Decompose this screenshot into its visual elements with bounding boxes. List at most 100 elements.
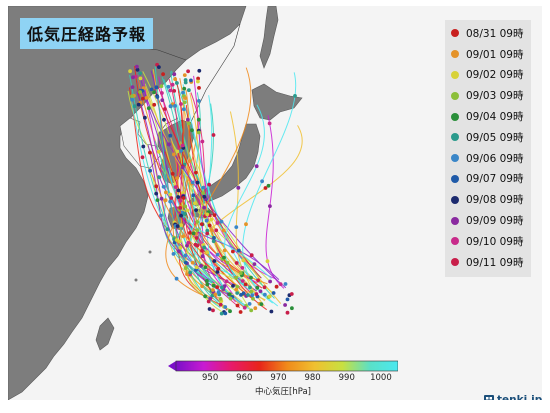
track-point (180, 143, 185, 148)
track-point (197, 99, 201, 103)
track-point (238, 310, 243, 314)
hokkaido (251, 83, 303, 121)
track-point (205, 279, 209, 283)
island (148, 250, 152, 254)
track-point (172, 152, 176, 157)
track-point (187, 121, 191, 126)
track-point (157, 175, 162, 180)
legend-label: 08/31 09時 (466, 27, 524, 40)
track-point (202, 245, 207, 250)
track-point (174, 238, 179, 242)
track-line (224, 104, 265, 298)
track-point (203, 294, 208, 299)
track-point (172, 72, 177, 77)
track-point (180, 165, 185, 170)
colorbar-tick-label: 990 (338, 373, 355, 383)
track-point (267, 121, 272, 126)
track-point (290, 306, 294, 311)
tenki-logo-icon (484, 395, 494, 400)
track-point (128, 69, 132, 74)
track-point (182, 100, 187, 105)
legend-item: 09/03 09時 (445, 85, 531, 106)
track-point (210, 228, 214, 233)
taiwan (95, 317, 115, 351)
track-point (165, 227, 170, 232)
track-point (211, 133, 216, 137)
track-point (204, 218, 209, 223)
track-point (195, 243, 200, 248)
track-point (186, 117, 190, 122)
track-point (149, 87, 154, 92)
track-point (234, 287, 239, 292)
legend-dot-icon (451, 50, 459, 59)
track-point (274, 284, 279, 289)
track-point (249, 253, 254, 258)
track-point (215, 221, 220, 225)
track-point (194, 170, 198, 175)
track-point (283, 282, 288, 286)
legend-dot-icon (451, 133, 459, 142)
track-point (163, 198, 168, 203)
track-point (211, 239, 216, 244)
track-point (138, 90, 143, 94)
track-point (212, 213, 217, 218)
track-point (181, 90, 185, 95)
track-point (200, 254, 205, 259)
track-point (235, 303, 240, 308)
track-point (225, 260, 230, 265)
track-point (202, 194, 207, 199)
track-point (183, 204, 188, 209)
track-point (221, 228, 226, 233)
track-point (131, 75, 135, 80)
colorbar-tick-label: 980 (304, 373, 321, 383)
pressure-colorbar: 950 960 970 980 990 1000 中心気圧[hPa] (168, 360, 398, 398)
track-point (249, 275, 253, 280)
track-point (144, 96, 149, 100)
track-point (163, 107, 167, 111)
track-point (173, 104, 177, 108)
track-point (179, 223, 184, 228)
track-point (265, 259, 270, 264)
track-point (278, 282, 283, 286)
track-point (160, 98, 165, 103)
track-line (184, 67, 252, 300)
track-line (185, 89, 247, 279)
track-point (171, 252, 176, 256)
track-point (161, 72, 166, 76)
track-point (263, 186, 268, 190)
track-point (140, 155, 145, 160)
legend-dot-icon (451, 154, 459, 163)
track-point (168, 88, 173, 93)
track-point (183, 78, 188, 82)
legend-label: 09/05 09時 (466, 131, 524, 144)
track-point (209, 217, 214, 222)
legend-label: 09/03 09時 (466, 90, 524, 103)
track-point (170, 171, 175, 176)
track-point (183, 96, 188, 100)
track-point (269, 309, 274, 314)
track-point (167, 142, 171, 147)
track-point (181, 196, 186, 200)
track-point (185, 208, 190, 213)
colorbar-title: 中心気圧[hPa] (255, 387, 311, 397)
track-point (173, 77, 178, 81)
track-point (178, 206, 183, 210)
track-point (173, 185, 178, 190)
track-point (183, 260, 188, 265)
track-point (218, 297, 223, 301)
track-point (271, 291, 276, 295)
track-point (223, 305, 228, 309)
track-point (252, 262, 257, 266)
track-point (255, 286, 260, 290)
track-point (182, 73, 187, 77)
track-point (148, 150, 152, 155)
legend-item: 09/08 09時 (445, 189, 531, 210)
track-point (234, 275, 239, 280)
track-point (135, 64, 139, 69)
track-point (213, 292, 218, 297)
track-point (162, 117, 166, 122)
track-point (220, 285, 224, 290)
legend-item: 09/06 09時 (445, 148, 531, 169)
track-point (183, 253, 188, 258)
track-point (268, 279, 272, 284)
